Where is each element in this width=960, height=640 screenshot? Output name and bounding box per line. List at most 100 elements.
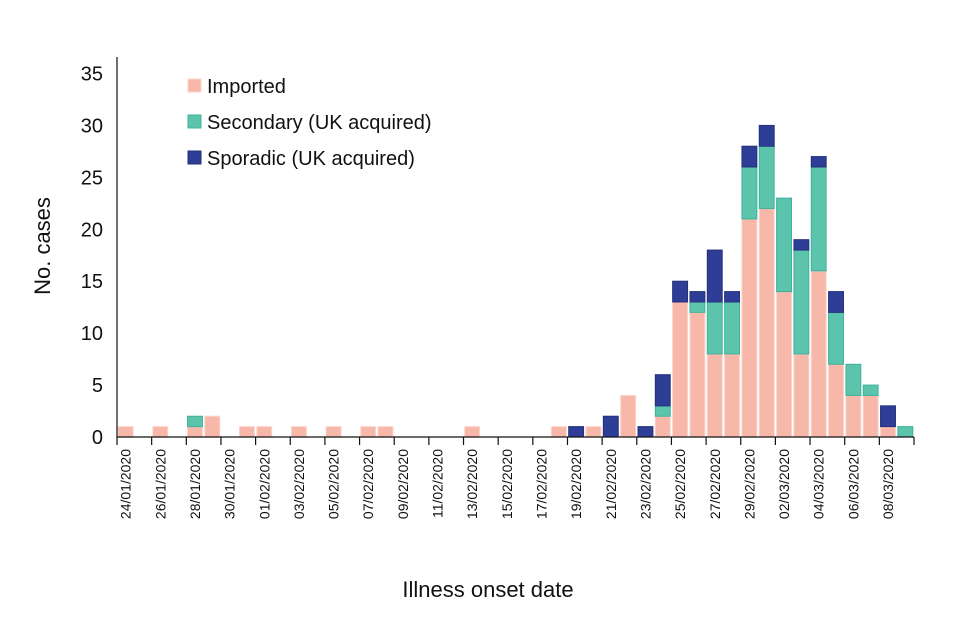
bar-imported-20-02-2020 [585, 426, 602, 438]
bar-secondary-04-03-2020 [810, 166, 827, 272]
bar-secondary-26-02-2020 [689, 301, 706, 313]
legend: Imported Secondary (UK acquired) Sporadic … [187, 76, 432, 170]
x-tick-label: 01/02/2020 [256, 449, 272, 519]
bar-secondary-24-02-2020 [654, 405, 671, 417]
bar-imported-07-03-2020 [862, 394, 879, 438]
bar-sporadic-19-02-2020 [568, 426, 585, 438]
x-tick-label: 19/02/2020 [568, 449, 584, 519]
bar-imported-25-02-2020 [672, 301, 689, 438]
bar-secondary-05-03-2020 [828, 311, 844, 365]
legend-swatch-secondary [187, 114, 202, 129]
x-tick-label: 27/02/2020 [707, 449, 723, 519]
bar-imported-13-02-2020 [464, 426, 481, 438]
bar-imported-05-02-2020 [325, 426, 342, 438]
x-tick-label: 03/02/2020 [291, 449, 307, 519]
legend-label-imported: Imported [207, 76, 286, 98]
x-tick-label: 11/02/2020 [430, 449, 446, 518]
bar-sporadic-29-02-2020 [741, 145, 758, 168]
x-tick-label: 13/02/2020 [464, 449, 480, 519]
bar-sporadic-26-02-2020 [689, 291, 706, 303]
bar-imported-06-03-2020 [845, 394, 862, 438]
bar-imported-29-01-2020 [204, 415, 221, 438]
bar-secondary-06-03-2020 [845, 363, 862, 396]
bar-secondary-28-02-2020 [724, 301, 741, 355]
bar-imported-02-03-2020 [776, 291, 792, 438]
bar-sporadic-27-02-2020 [706, 249, 723, 303]
x-tick-label: 26/01/2020 [152, 449, 168, 519]
y-tick-label: 0 [92, 427, 103, 449]
x-tick-label: 23/02/2020 [637, 449, 653, 519]
bar-secondary-29-02-2020 [741, 166, 758, 220]
bar-imported-28-02-2020 [724, 353, 741, 438]
x-tick-label: 07/02/2020 [360, 449, 376, 519]
bar-sporadic-01-03-2020 [758, 124, 775, 147]
bar-secondary-27-02-2020 [706, 301, 723, 355]
bar-imported-03-02-2020 [290, 426, 307, 438]
y-tick-label: 35 [81, 64, 103, 86]
y-tick-label: 30 [81, 115, 103, 137]
x-tick-label: 08/03/2020 [880, 449, 896, 519]
bar-sporadic-03-03-2020 [793, 239, 810, 251]
x-tick-label: 21/02/2020 [603, 449, 619, 519]
bar-imported-24-01-2020 [117, 426, 134, 438]
legend-swatch-imported [187, 78, 202, 93]
y-tick-labels: 0 5 10 15 20 25 30 35 [81, 64, 103, 450]
bar-sporadic-08-03-2020 [880, 405, 896, 428]
bar-sporadic-25-02-2020 [672, 280, 689, 303]
legend-label-secondary: Secondary (UK acquired) [207, 112, 432, 134]
bar-imported-04-03-2020 [810, 270, 827, 438]
bar-imported-28-01-2020 [187, 426, 203, 438]
bar-imported-27-02-2020 [706, 353, 723, 438]
bar-imported-22-02-2020 [620, 394, 637, 438]
bar-imported-03-03-2020 [793, 353, 810, 438]
bar-secondary-01-03-2020 [758, 145, 775, 210]
bar-secondary-28-01-2020 [187, 415, 203, 428]
bar-imported-01-03-2020 [758, 208, 775, 438]
bar-sporadic-04-03-2020 [810, 156, 827, 168]
x-tick-label: 24/01/2020 [118, 449, 134, 519]
y-tick-label: 20 [81, 219, 103, 241]
x-tick-label: 30/01/2020 [222, 449, 238, 519]
x-tick-label: 25/02/2020 [672, 449, 688, 519]
bar-secondary-03-03-2020 [793, 249, 810, 355]
x-tick-label: 15/02/2020 [499, 449, 515, 519]
bar-secondary-02-03-2020 [776, 197, 792, 293]
bar-imported-08-03-2020 [880, 426, 896, 438]
bar-imported-31-01-2020 [239, 426, 255, 438]
bar-sporadic-21-02-2020 [602, 415, 619, 438]
y-tick-label: 10 [81, 323, 103, 345]
bar-imported-05-03-2020 [828, 363, 844, 438]
bar-secondary-07-03-2020 [862, 384, 879, 396]
x-tick-label: 09/02/2020 [395, 449, 411, 519]
y-tick-label: 5 [92, 375, 103, 397]
bar-imported-26-02-2020 [689, 311, 706, 438]
bar-sporadic-23-02-2020 [637, 426, 654, 438]
bar-imported-26-01-2020 [152, 426, 169, 438]
bar-imported-08-02-2020 [377, 426, 394, 438]
y-tick-label: 15 [81, 271, 103, 293]
y-tick-label: 25 [81, 167, 103, 189]
x-tick-label: 29/02/2020 [741, 449, 757, 519]
x-tick-labels: 24/01/2020 26/01/2020 28/01/2020 30/01/2020… [116, 437, 915, 519]
x-axis-title: Illness onset date [402, 577, 573, 602]
bar-imported-07-02-2020 [360, 426, 377, 438]
bar-imported-24-02-2020 [654, 415, 671, 438]
bar-sporadic-05-03-2020 [828, 291, 844, 313]
legend-label-sporadic: Sporadic (UK acquired) [207, 148, 415, 170]
bar-sporadic-24-02-2020 [654, 374, 671, 407]
bar-sporadic-28-02-2020 [724, 291, 741, 303]
x-tick-label: 02/03/2020 [776, 449, 792, 519]
x-tick-label: 06/03/2020 [845, 449, 861, 519]
x-tick-label: 17/02/2020 [534, 449, 550, 519]
bar-imported-01-02-2020 [256, 426, 273, 438]
bar-imported-29-02-2020 [741, 218, 758, 438]
bar-secondary-09-03-2020 [897, 426, 914, 438]
legend-swatch-sporadic [187, 150, 202, 165]
x-tick-label: 28/01/2020 [187, 449, 203, 519]
x-tick-label: 04/03/2020 [811, 449, 827, 519]
x-tick-label: 05/02/2020 [326, 449, 342, 519]
bars-layer [117, 124, 914, 438]
y-axis-title: No. cases [30, 197, 55, 295]
bar-imported-18-02-2020 [550, 426, 567, 438]
